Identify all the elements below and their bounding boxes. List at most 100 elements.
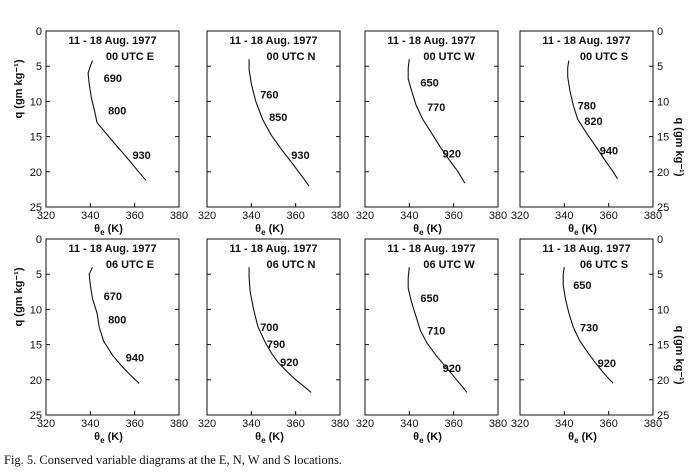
level-label: 940: [126, 352, 144, 364]
y-tick-label: 10: [657, 304, 669, 316]
level-label: 780: [578, 101, 596, 113]
y-tick-label: 15: [657, 340, 669, 352]
panel-title: 11 - 18 Aug. 1977: [68, 243, 156, 255]
x-tick-label: 320: [198, 210, 216, 222]
level-label: 710: [427, 326, 445, 338]
panel-frame: [519, 238, 654, 416]
profile-line: [407, 267, 468, 393]
level-label: 650: [420, 293, 438, 305]
panel-2: 320 340 360 380 11 - 18 Aug. 1977 00 UTC N 760…: [198, 30, 349, 237]
level-label: 920: [443, 148, 461, 160]
y-tick-label: 15: [30, 340, 42, 352]
x-tick-label: 380: [489, 418, 507, 430]
x-tick-label: 360: [599, 418, 617, 430]
level-label: 920: [443, 363, 461, 375]
panel-title: 11 - 18 Aug. 1977: [542, 35, 630, 47]
panel-station: 06 UTC W: [423, 259, 475, 271]
x-axis-label: θe (K): [255, 431, 284, 445]
y-tick-label: 10: [30, 96, 42, 108]
x-tick-label: 320: [511, 210, 529, 222]
x-tick-label: 320: [198, 418, 216, 430]
panel-1: 320 340 360 380 0 5 10 15 20 25 11 - 18 Aug. 1977 0…: [13, 26, 188, 237]
x-tick-label: 360: [286, 210, 304, 222]
x-tick-label: 380: [644, 210, 662, 222]
level-label: 800: [108, 106, 126, 118]
y-axis-label: q (gm kg⁻¹): [673, 326, 685, 385]
y-axis-label: q (gm kg⁻¹): [13, 59, 25, 118]
profile-line: [248, 59, 310, 187]
y-axis-label: q (gm kg⁻¹): [13, 267, 25, 326]
y-tick-label: 10: [657, 96, 669, 108]
x-tick-label: 360: [599, 210, 617, 222]
figure-caption: Fig. 5. Conserved variable diagrams at t…: [4, 453, 343, 467]
panel-station: 06 UTC N: [267, 259, 316, 271]
panel-8: 320 340 360 380 0 5 10 15 20 25 11 - 18 Aug. 1977 0…: [511, 234, 685, 445]
level-label: 730: [580, 323, 598, 335]
panel-station: 00 UTC W: [423, 51, 475, 63]
level-label: 670: [104, 291, 122, 303]
level-label: 650: [420, 77, 438, 89]
x-axis-label: θe (K): [413, 431, 442, 445]
level-label: 650: [573, 280, 591, 292]
level-label: 920: [280, 357, 298, 369]
x-tick-label: 320: [37, 210, 55, 222]
level-label: 920: [598, 358, 616, 370]
panel-title: 11 - 18 Aug. 1977: [387, 243, 475, 255]
y-tick-label: 20: [30, 167, 42, 179]
panel-3: 320 340 360 380 11 - 18 Aug. 1977 00 UTC W 650…: [356, 30, 507, 237]
x-tick-label: 380: [644, 418, 662, 430]
y-tick-label: 5: [36, 61, 42, 73]
y-tick-label: 0: [36, 26, 42, 38]
level-label: 760: [260, 89, 278, 101]
x-tick-label: 380: [331, 210, 349, 222]
level-label: 930: [291, 150, 309, 162]
x-tick-label: 340: [555, 418, 573, 430]
y-tick-label: 20: [657, 375, 669, 387]
x-axis-label: θe (K): [413, 223, 442, 237]
profile-line: [87, 60, 147, 181]
x-tick-label: 360: [444, 418, 462, 430]
x-tick-label: 320: [511, 418, 529, 430]
x-tick-label: 340: [400, 418, 418, 430]
x-tick-label: 340: [555, 210, 573, 222]
x-tick-label: 340: [242, 418, 260, 430]
panel-station: 06 UTC E: [106, 259, 154, 271]
y-tick-label: 25: [30, 202, 42, 214]
panel-station: 06 UTC S: [580, 259, 628, 271]
x-tick-label: 340: [81, 210, 99, 222]
x-tick-label: 380: [170, 418, 188, 430]
x-axis-label: θe (K): [94, 431, 123, 445]
y-tick-label: 25: [657, 202, 669, 214]
x-tick-label: 380: [331, 418, 349, 430]
panel-title: 11 - 18 Aug. 1977: [229, 35, 317, 47]
panel-frame: [206, 238, 341, 416]
y-tick-label: 0: [657, 234, 663, 246]
y-tick-label: 20: [657, 167, 669, 179]
y-axis-label: q (gm kg⁻¹): [673, 118, 685, 177]
level-label: 930: [132, 150, 150, 162]
profile-line: [562, 267, 614, 384]
x-tick-label: 360: [125, 418, 143, 430]
x-tick-label: 320: [37, 418, 55, 430]
panel-title: 11 - 18 Aug. 1977: [387, 35, 475, 47]
level-label: 940: [600, 146, 618, 158]
panel-frame: [364, 238, 499, 416]
profile-line: [248, 267, 312, 393]
x-tick-label: 380: [489, 210, 507, 222]
x-tick-label: 340: [81, 418, 99, 430]
panel-frame: [45, 238, 180, 416]
y-tick-label: 10: [30, 304, 42, 316]
y-tick-label: 5: [657, 61, 663, 73]
y-tick-label: 25: [30, 410, 42, 422]
x-tick-label: 360: [125, 210, 143, 222]
panel-5: 320 340 360 380 0 5 10 15 20 25 11 - 18 Aug. 1977 0…: [13, 234, 188, 445]
level-label: 690: [104, 73, 122, 85]
y-tick-label: 15: [30, 132, 42, 144]
level-label: 850: [269, 112, 287, 124]
level-label: 770: [427, 102, 445, 114]
y-tick-label: 5: [36, 269, 42, 281]
panel-4: 320 340 360 380 0 5 10 15 20 25 11 - 18 Aug. 1977 0…: [511, 26, 685, 237]
x-tick-label: 320: [356, 418, 374, 430]
x-axis-label: θe (K): [568, 431, 597, 445]
